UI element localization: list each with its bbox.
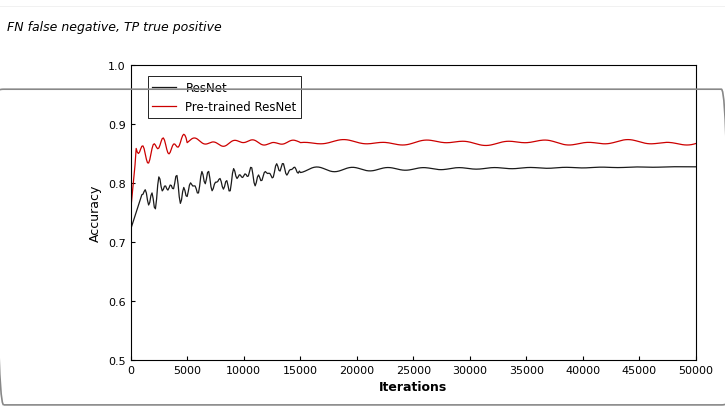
- ResNet: [434, 168, 442, 173]
- Line: Pre-trained ResNet: Pre-trained ResNet: [130, 135, 696, 213]
- X-axis label: Iterations: Iterations: [379, 380, 447, 393]
- Pre-trained ResNet: [399, 143, 408, 148]
- Line: ResNet: ResNet: [130, 164, 696, 230]
- Y-axis label: Accuracy: Accuracy: [89, 184, 102, 241]
- Pre-trained ResNet: [464, 140, 473, 145]
- Pre-trained ResNet: [396, 143, 405, 148]
- Pre-trained ResNet: [591, 141, 600, 146]
- Pre-trained ResNet: [692, 142, 700, 146]
- Text: FN false negative, TP true positive: FN false negative, TP true positive: [7, 20, 222, 34]
- ResNet: [399, 168, 408, 173]
- ResNet: [692, 165, 700, 170]
- Pre-trained ResNet: [179, 133, 188, 137]
- Legend: ResNet, Pre-trained ResNet: ResNet, Pre-trained ResNet: [148, 77, 302, 119]
- Pre-trained ResNet: [126, 210, 135, 215]
- Pre-trained ResNet: [679, 143, 688, 148]
- ResNet: [591, 166, 600, 171]
- ResNet: [126, 228, 135, 233]
- Pre-trained ResNet: [434, 140, 442, 145]
- ResNet: [464, 166, 473, 171]
- ResNet: [679, 165, 688, 170]
- ResNet: [278, 162, 286, 166]
- ResNet: [396, 168, 405, 173]
